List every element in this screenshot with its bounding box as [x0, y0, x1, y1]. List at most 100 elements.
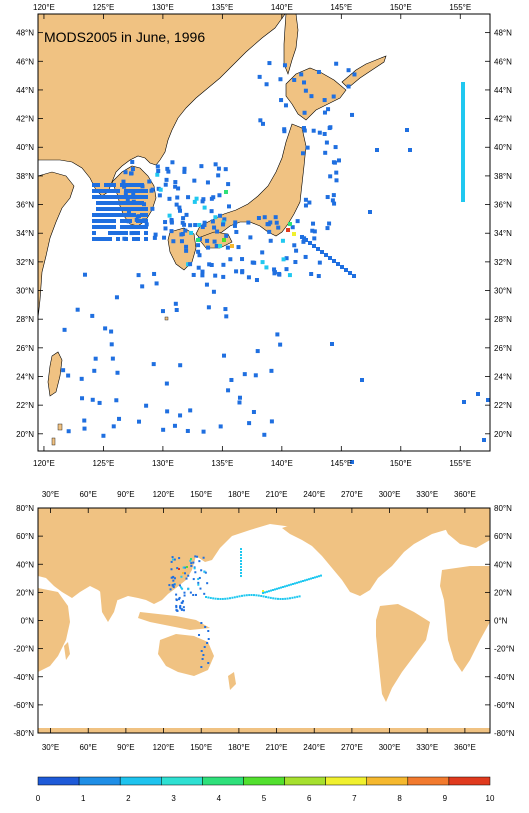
- obs-cell: [174, 307, 179, 312]
- bottom-lon-label-bottom: 180°E: [228, 743, 250, 752]
- obs-cell: [282, 129, 287, 134]
- obs-cell: [316, 575, 318, 578]
- top-lat-label-left: 24°N: [16, 372, 34, 381]
- land-taiwan: [47, 351, 63, 397]
- obs-cell: [328, 256, 332, 260]
- obs-cell: [140, 219, 144, 223]
- obs-cell: [267, 61, 272, 66]
- obs-cell: [169, 229, 174, 234]
- obs-cell: [461, 178, 465, 182]
- obs-cell: [248, 235, 253, 240]
- obs-cell: [203, 592, 206, 595]
- obs-cell: [331, 94, 336, 99]
- obs-cell: [112, 201, 116, 205]
- obs-cell: [140, 195, 144, 199]
- top-lon-label-bottom: 120°E: [33, 459, 55, 468]
- obs-cell: [222, 238, 226, 242]
- colorbar-label: 2: [126, 794, 131, 803]
- obs-cell: [114, 398, 119, 403]
- colorbar-label: 0: [36, 794, 41, 803]
- obs-cell: [182, 600, 185, 603]
- colorbar-box: [119, 776, 162, 786]
- obs-cell: [109, 329, 114, 334]
- obs-cell: [251, 409, 256, 414]
- obs-cell: [197, 581, 200, 584]
- obs-cell: [109, 342, 114, 347]
- obs-cell: [292, 232, 296, 236]
- obs-cell: [274, 597, 277, 600]
- obs-cell: [210, 219, 215, 224]
- land-china-coast: [37, 171, 75, 319]
- obs-cell: [124, 189, 128, 193]
- colorbar-label: 10: [486, 794, 495, 803]
- obs-cell: [332, 259, 336, 263]
- obs-cell: [181, 587, 184, 590]
- obs-cell: [240, 551, 242, 553]
- land-greenland: [440, 508, 490, 548]
- obs-cell: [461, 134, 465, 138]
- obs-cell: [186, 566, 188, 568]
- obs-cell: [155, 172, 160, 177]
- obs-cell: [194, 196, 199, 201]
- obs-cell: [120, 207, 124, 211]
- obs-cell: [171, 584, 174, 587]
- obs-cell: [140, 225, 144, 229]
- obs-cell: [279, 98, 284, 103]
- obs-cell: [128, 207, 132, 211]
- obs-cell: [213, 162, 218, 167]
- obs-cell: [324, 253, 328, 257]
- obs-cell: [300, 580, 302, 583]
- obs-cell: [124, 231, 128, 235]
- obs-cell: [202, 205, 207, 210]
- top-lat-label-right: 34°N: [494, 229, 512, 238]
- obs-cell: [312, 244, 316, 248]
- obs-cell: [137, 419, 142, 424]
- obs-cell: [303, 203, 308, 208]
- obs-cell: [312, 229, 317, 234]
- obs-cell: [181, 601, 184, 604]
- obs-cell: [204, 626, 207, 628]
- obs-cell: [196, 555, 199, 558]
- top-lat-label-right: 48°N: [494, 29, 512, 38]
- bottom-lon-label-top: 60°E: [80, 490, 97, 499]
- obs-cell: [185, 577, 188, 580]
- colorbar-box: [243, 776, 285, 786]
- obs-cell: [194, 571, 197, 574]
- obs-cell: [128, 171, 133, 176]
- colorbar-box: [202, 776, 244, 786]
- obs-cell: [136, 225, 140, 229]
- top-lat-label-right: 28°N: [494, 315, 512, 324]
- obs-cell: [461, 110, 465, 114]
- obs-cell: [303, 197, 308, 202]
- obs-cell: [246, 275, 251, 280]
- obs-cell: [264, 265, 269, 270]
- obs-cell: [202, 556, 205, 559]
- obs-cell: [103, 326, 108, 331]
- obs-cell: [296, 595, 299, 598]
- obs-cell: [112, 225, 116, 229]
- obs-cell: [476, 392, 480, 396]
- obs-cell: [121, 179, 126, 184]
- obs-cell: [346, 68, 351, 73]
- obs-cell: [171, 556, 174, 559]
- obs-cell: [175, 606, 178, 609]
- obs-cell: [90, 313, 95, 318]
- colorbar-label: 9: [443, 794, 448, 803]
- obs-cell: [196, 249, 201, 254]
- obs-cell: [253, 594, 255, 597]
- obs-cell: [128, 183, 132, 187]
- obs-cell: [272, 271, 277, 276]
- obs-cell: [180, 220, 185, 225]
- obs-cell: [262, 215, 267, 220]
- colorbar-label: 4: [217, 794, 222, 803]
- obs-cell: [274, 588, 276, 591]
- colorbar-box: [366, 776, 409, 786]
- obs-cell: [170, 568, 173, 571]
- obs-cell: [207, 638, 210, 640]
- obs-cell: [132, 213, 136, 217]
- obs-cell: [214, 243, 219, 248]
- obs-cell: [175, 604, 178, 607]
- obs-cell: [461, 118, 465, 122]
- obs-cell: [277, 597, 279, 600]
- obs-cell: [175, 599, 178, 602]
